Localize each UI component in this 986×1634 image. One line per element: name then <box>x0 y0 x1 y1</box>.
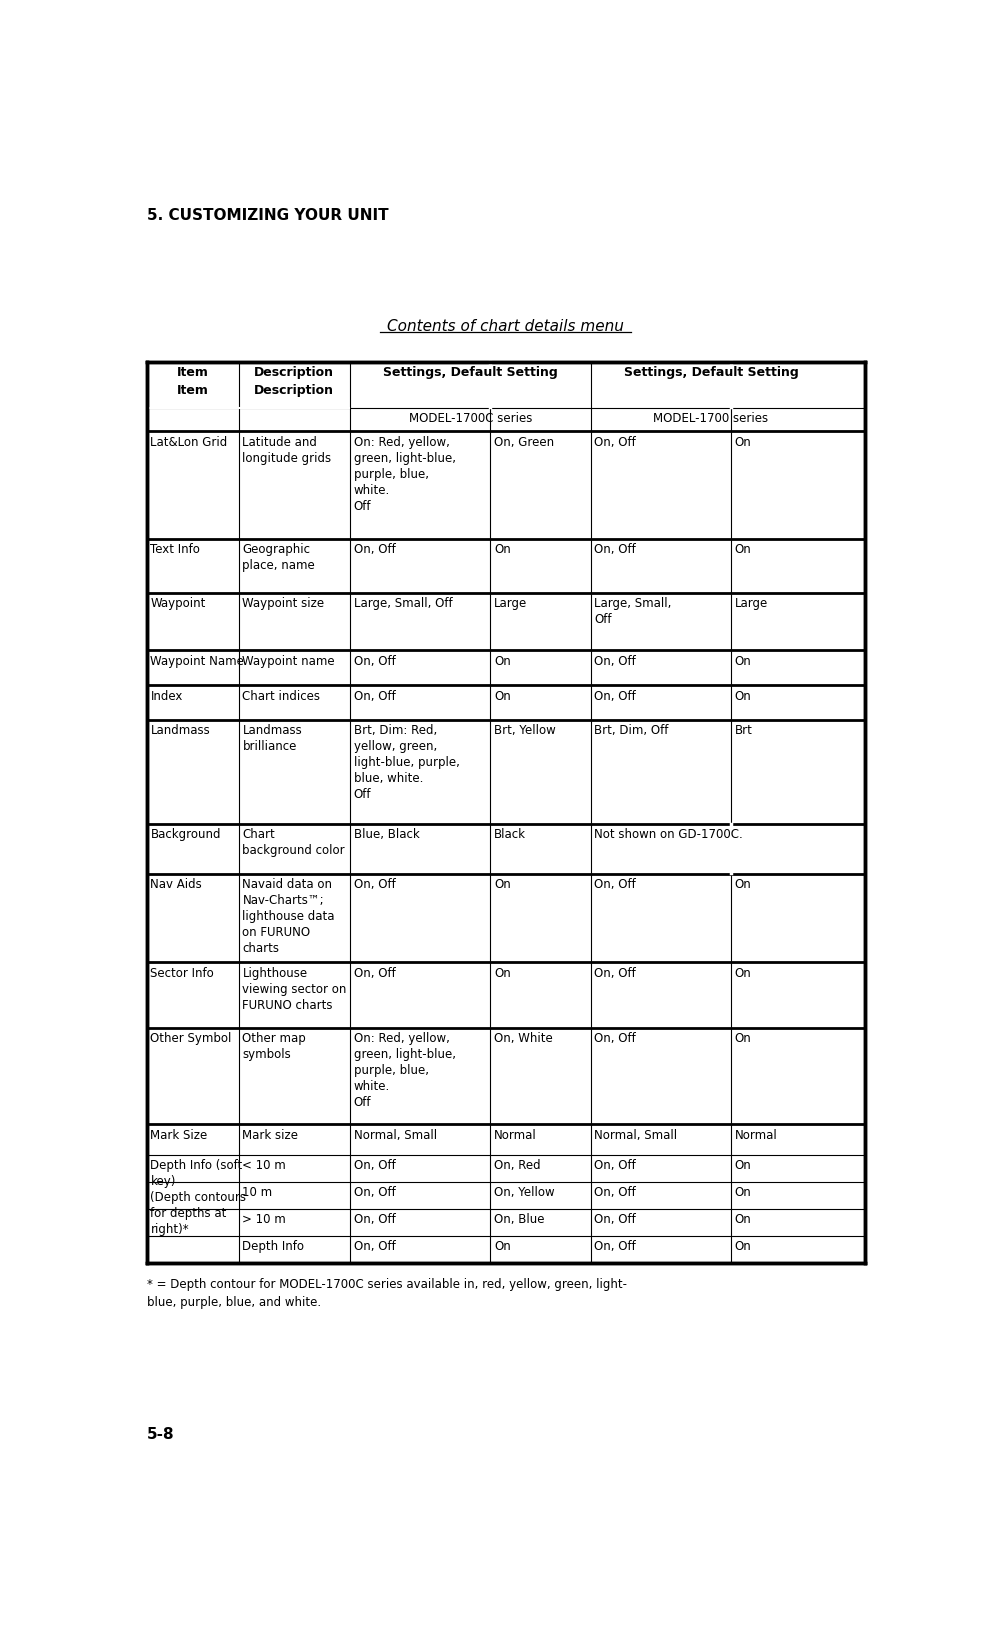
Text: On, Off: On, Off <box>594 655 636 668</box>
Text: Other map
symbols: Other map symbols <box>243 1033 306 1062</box>
Text: Description: Description <box>254 384 334 397</box>
Text: On: Red, yellow,
green, light-blue,
purple, blue,
white.
Off: On: Red, yellow, green, light-blue, purp… <box>353 436 456 513</box>
Text: On: On <box>734 655 750 668</box>
Text: Mark size: Mark size <box>243 1129 298 1142</box>
Text: Item: Item <box>176 366 208 379</box>
Text: On, Red: On, Red <box>493 1160 540 1172</box>
Text: On, Off: On, Off <box>594 1186 636 1199</box>
Text: Normal, Small: Normal, Small <box>353 1129 437 1142</box>
Text: On: Red, yellow,
green, light-blue,
purple, blue,
white.
Off: On: Red, yellow, green, light-blue, purp… <box>353 1033 456 1109</box>
Text: Lighthouse
viewing sector on
FURUNO charts: Lighthouse viewing sector on FURUNO char… <box>243 967 346 1011</box>
Text: On: On <box>493 544 510 556</box>
Text: On: On <box>734 1186 750 1199</box>
Text: Chart
background color: Chart background color <box>243 828 345 858</box>
Text: On: On <box>493 967 510 980</box>
Text: Not shown on GD-1700C.: Not shown on GD-1700C. <box>594 828 742 842</box>
Text: Settings, Default Setting: Settings, Default Setting <box>623 366 798 379</box>
Text: Chart indices: Chart indices <box>243 690 320 703</box>
Text: On, Off: On, Off <box>594 436 636 449</box>
Text: Waypoint: Waypoint <box>150 598 206 609</box>
Text: Large: Large <box>734 598 767 609</box>
Text: On, Off: On, Off <box>353 690 395 703</box>
Text: On: On <box>734 436 750 449</box>
Text: > 10 m: > 10 m <box>243 1214 286 1226</box>
Text: On: On <box>734 690 750 703</box>
Text: Normal, Small: Normal, Small <box>594 1129 677 1142</box>
Text: Large, Small, Off: Large, Small, Off <box>353 598 452 609</box>
Text: Sector Info: Sector Info <box>150 967 214 980</box>
Text: Navaid data on
Nav-Charts™;
lighthouse data
on FURUNO
charts: Navaid data on Nav-Charts™; lighthouse d… <box>243 879 334 956</box>
Text: On, Off: On, Off <box>353 1186 395 1199</box>
Text: On: On <box>493 1240 510 1253</box>
Text: Latitude and
longitude grids: Latitude and longitude grids <box>243 436 331 464</box>
Text: On, Off: On, Off <box>594 690 636 703</box>
Text: On, Green: On, Green <box>493 436 553 449</box>
Text: On: On <box>734 879 750 891</box>
Text: Background: Background <box>150 828 221 842</box>
Text: Text Info: Text Info <box>150 544 200 556</box>
Text: On, Blue: On, Blue <box>493 1214 544 1226</box>
Text: Depth Info (soft
key)
(Depth contours
for depths at
right)*: Depth Info (soft key) (Depth contours fo… <box>150 1160 246 1237</box>
Text: On: On <box>734 1160 750 1172</box>
Text: On, Off: On, Off <box>594 1033 636 1046</box>
Text: On: On <box>734 967 750 980</box>
Text: Description: Description <box>254 366 334 379</box>
Text: Landmass
brilliance: Landmass brilliance <box>243 724 302 753</box>
Text: Large, Small,
Off: Large, Small, Off <box>594 598 671 626</box>
Text: Waypoint Name: Waypoint Name <box>150 655 245 668</box>
Text: Brt, Yellow: Brt, Yellow <box>493 724 555 737</box>
Text: MODEL-1700 series: MODEL-1700 series <box>653 412 768 425</box>
Text: < 10 m: < 10 m <box>243 1160 286 1172</box>
Text: Contents of chart details menu: Contents of chart details menu <box>387 319 623 335</box>
Text: Depth Info: Depth Info <box>243 1240 304 1253</box>
Text: Black: Black <box>493 828 526 842</box>
Text: Waypoint size: Waypoint size <box>243 598 324 609</box>
Text: On: On <box>734 1214 750 1226</box>
Text: Lat&Lon Grid: Lat&Lon Grid <box>150 436 228 449</box>
Text: Item: Item <box>176 384 208 397</box>
Text: On, Off: On, Off <box>594 1160 636 1172</box>
Text: On, Off: On, Off <box>594 967 636 980</box>
Text: Settings, Default Setting: Settings, Default Setting <box>383 366 557 379</box>
Text: Brt, Dim, Off: Brt, Dim, Off <box>594 724 669 737</box>
Text: On, Off: On, Off <box>353 1240 395 1253</box>
Text: On, Off: On, Off <box>594 879 636 891</box>
Text: On, Off: On, Off <box>353 879 395 891</box>
Text: 10 m: 10 m <box>243 1186 272 1199</box>
Text: Nav Aids: Nav Aids <box>150 879 202 891</box>
Text: Other Symbol: Other Symbol <box>150 1033 232 1046</box>
Text: On, Off: On, Off <box>594 544 636 556</box>
Text: Normal: Normal <box>734 1129 777 1142</box>
Text: Waypoint name: Waypoint name <box>243 655 334 668</box>
Text: On: On <box>493 655 510 668</box>
Text: Large: Large <box>493 598 527 609</box>
Text: On: On <box>734 544 750 556</box>
Text: MODEL-1700C series: MODEL-1700C series <box>408 412 531 425</box>
Text: 5. CUSTOMIZING YOUR UNIT: 5. CUSTOMIZING YOUR UNIT <box>147 208 387 222</box>
Text: Landmass: Landmass <box>150 724 210 737</box>
Text: Brt: Brt <box>734 724 751 737</box>
Text: On, Off: On, Off <box>353 655 395 668</box>
Text: On: On <box>493 879 510 891</box>
Text: Index: Index <box>150 690 182 703</box>
Text: 5-8: 5-8 <box>147 1426 175 1441</box>
Text: On: On <box>734 1240 750 1253</box>
Text: On, Off: On, Off <box>353 967 395 980</box>
Text: Normal: Normal <box>493 1129 536 1142</box>
Text: On, White: On, White <box>493 1033 552 1046</box>
Text: On, Yellow: On, Yellow <box>493 1186 554 1199</box>
Text: On, Off: On, Off <box>594 1214 636 1226</box>
Text: On: On <box>493 690 510 703</box>
Text: On, Off: On, Off <box>594 1240 636 1253</box>
Text: Brt, Dim: Red,
yellow, green,
light-blue, purple,
blue, white.
Off: Brt, Dim: Red, yellow, green, light-blue… <box>353 724 459 801</box>
Text: Blue, Black: Blue, Black <box>353 828 419 842</box>
Text: Mark Size: Mark Size <box>150 1129 207 1142</box>
Text: On, Off: On, Off <box>353 1214 395 1226</box>
Text: On, Off: On, Off <box>353 544 395 556</box>
Text: On: On <box>734 1033 750 1046</box>
Text: On, Off: On, Off <box>353 1160 395 1172</box>
Text: * = Depth contour for MODEL-1700C series available in, red, yellow, green, light: * = Depth contour for MODEL-1700C series… <box>147 1278 626 1309</box>
Text: Geographic
place, name: Geographic place, name <box>243 544 315 572</box>
